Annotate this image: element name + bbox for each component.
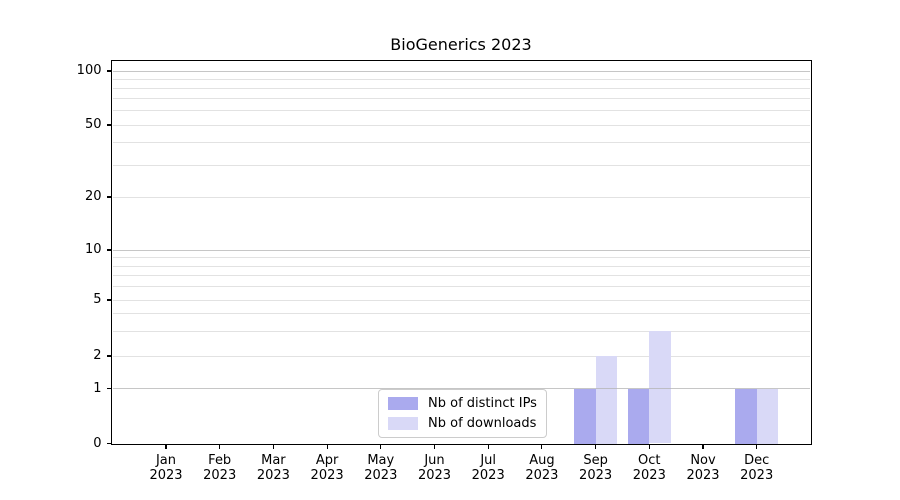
gridline-minor-6 (112, 286, 810, 288)
x-tick-may (380, 445, 382, 449)
x-tick-label-feb: Feb 2023 (184, 453, 256, 484)
gridline-minor-3 (112, 330, 810, 332)
bar-downloads-oct (649, 331, 671, 444)
x-tick-label-jun: Jun 2023 (399, 453, 471, 484)
x-tick-month-text: Dec (744, 452, 770, 468)
x-tick-month-text: Jul (480, 452, 497, 468)
x-tick-year-text: 2023 (740, 468, 774, 483)
y-tick-label-1: 1 (93, 380, 102, 396)
x-tick-label-dec: Dec 2023 (721, 453, 793, 484)
y-tick-5 (107, 299, 111, 301)
x-tick-year-text: 2023 (525, 468, 559, 483)
x-tick-month-text: Sep (583, 452, 608, 468)
legend-label-distinct-ips: Nb of distinct IPs (428, 396, 537, 411)
y-tick-10 (107, 249, 111, 251)
x-tick-year-text: 2023 (310, 468, 344, 483)
x-tick-month-text: Oct (638, 452, 661, 468)
y-tick-20 (107, 196, 111, 198)
x-tick-year-text: 2023 (686, 468, 720, 483)
gridline-minor-30 (112, 164, 810, 166)
x-tick-month-text: Apr (315, 452, 339, 468)
gridline-minor-60 (112, 110, 810, 112)
x-tick-oct (648, 445, 650, 449)
x-tick-month-text: May (367, 452, 395, 468)
gridline-minor-9 (112, 257, 810, 259)
x-tick-label-oct: Oct 2023 (613, 453, 685, 484)
gridline-minor-70 (112, 98, 810, 100)
gridline-major-10 (112, 249, 810, 251)
x-tick-month-text: Nov (690, 452, 716, 468)
x-tick-month-text: Aug (529, 452, 555, 468)
bar-downloads-dec (756, 388, 779, 444)
x-tick-month-text: Mar (261, 452, 286, 468)
bar-distinct-ips-oct (627, 388, 650, 444)
bar-downloads-sep (595, 356, 618, 444)
gridline-minor-40 (112, 142, 810, 144)
legend-label-downloads: Nb of downloads (428, 416, 537, 431)
x-tick-label-jan: Jan 2023 (130, 453, 202, 484)
y-tick-100 (107, 70, 111, 72)
gridline-major-100 (112, 70, 810, 72)
x-tick-year-text: 2023 (203, 468, 237, 483)
x-tick-label-apr: Apr 2023 (291, 453, 363, 484)
y-tick-label-5: 5 (93, 292, 102, 307)
x-tick-apr (326, 445, 328, 449)
x-tick-year-text: 2023 (579, 468, 613, 483)
x-tick-label-aug: Aug 2023 (506, 453, 578, 484)
legend-item-downloads: Nb of downloads (388, 416, 537, 431)
x-tick-label-sep: Sep 2023 (560, 453, 632, 484)
y-tick-label-100: 100 (76, 63, 102, 78)
x-tick-jul (487, 445, 489, 449)
x-tick-year-text: 2023 (364, 468, 398, 483)
legend-swatch-downloads (388, 417, 418, 430)
x-tick-year-text: 2023 (632, 468, 666, 483)
y-tick-0 (107, 442, 111, 445)
gridline-minor-5 (112, 299, 810, 301)
y-tick-label-10: 10 (84, 242, 102, 257)
x-tick-year-text: 2023 (471, 468, 505, 483)
y-tick-1 (107, 387, 111, 390)
x-tick-label-nov: Nov 2023 (667, 453, 739, 484)
y-tick-50 (107, 124, 111, 126)
bar-distinct-ips-dec (735, 388, 757, 444)
legend: Nb of distinct IPs Nb of downloads (378, 389, 547, 438)
x-tick-label-may: May 2023 (345, 453, 417, 484)
bar-distinct-ips-sep (574, 388, 596, 444)
x-tick-jun (433, 445, 436, 449)
x-tick-mar (272, 445, 274, 449)
x-tick-year-text: 2023 (149, 468, 183, 483)
legend-swatch-distinct-ips (388, 397, 418, 410)
y-tick-label-50: 50 (84, 117, 102, 132)
x-tick-dec (756, 445, 758, 449)
y-tick-label-20: 20 (84, 189, 102, 204)
x-tick-label-mar: Mar 2023 (237, 453, 309, 484)
x-tick-month-text: Feb (208, 452, 232, 468)
x-tick-year-text: 2023 (256, 468, 290, 483)
x-tick-nov (702, 445, 704, 449)
gridline-minor-50 (112, 124, 810, 126)
gridline-minor-20 (112, 196, 810, 198)
y-tick-2 (107, 355, 111, 357)
x-tick-jan (165, 445, 167, 449)
x-tick-aug (541, 445, 543, 449)
x-tick-year-text: 2023 (417, 468, 452, 483)
legend-item-distinct-ips: Nb of distinct IPs (388, 396, 537, 411)
x-tick-month-text: Jan (155, 452, 177, 468)
y-tick-label-2: 2 (93, 348, 102, 363)
chart-title: BioGenerics 2023 (390, 35, 532, 54)
gridline-minor-8 (112, 265, 810, 267)
gridline-minor-4 (112, 313, 810, 315)
x-tick-feb (219, 445, 221, 449)
gridline-minor-2 (112, 355, 810, 357)
gridline-major-1 (112, 388, 810, 389)
x-tick-month-text: Jun (424, 452, 445, 468)
y-tick-label-0: 0 (93, 435, 102, 451)
gridline-minor-7 (112, 275, 810, 277)
gridline-minor-90 (112, 78, 810, 80)
x-tick-sep (595, 445, 597, 449)
x-tick-label-jul: Jul 2023 (452, 453, 524, 484)
gridline-minor-80 (112, 87, 810, 89)
